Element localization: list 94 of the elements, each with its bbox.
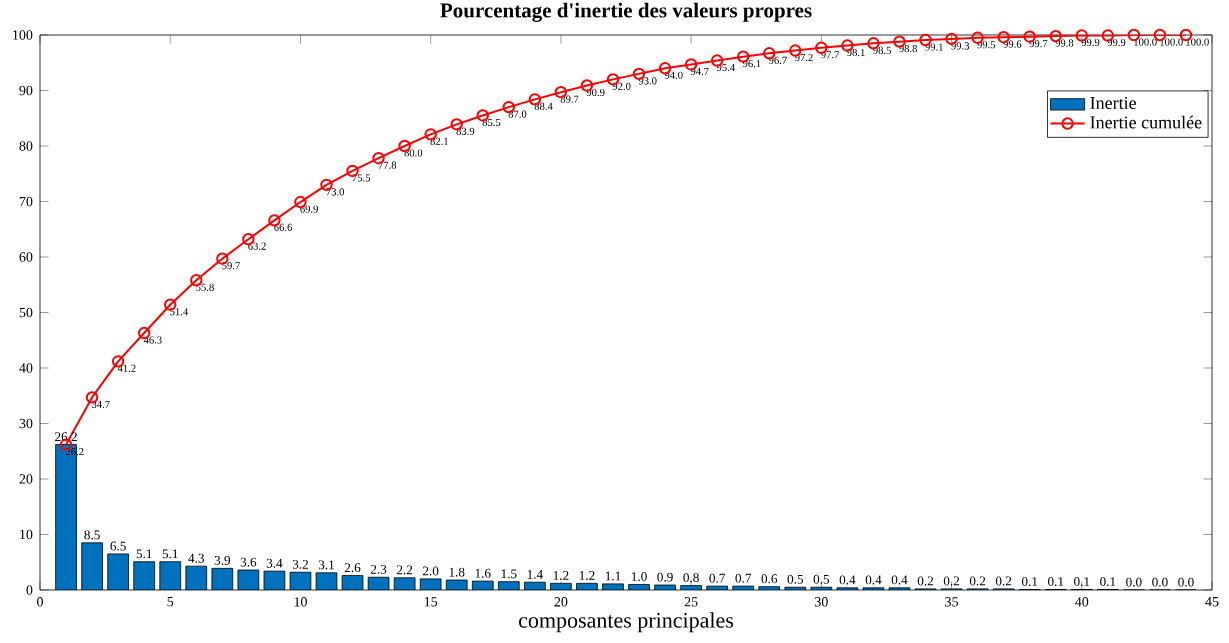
y-tick-label: 50 <box>19 307 33 318</box>
data-label: 75.5 <box>352 174 371 182</box>
data-label: 0.1 <box>1100 577 1116 587</box>
x-tick-label: 20 <box>554 597 568 607</box>
chart-title: Pourcentage d'inertie des valeurs propres <box>440 2 812 22</box>
data-label: 2.6 <box>344 563 361 573</box>
y-tick-label: 40 <box>19 363 33 373</box>
data-label: 1.1 <box>605 571 621 581</box>
data-label: 3.9 <box>214 556 231 565</box>
y-tick-label: 30 <box>19 418 33 429</box>
data-label: 0.6 <box>761 574 778 584</box>
x-tick-label: 10 <box>294 597 307 607</box>
data-label: 34.7 <box>92 400 110 408</box>
data-label: 0.2 <box>943 576 960 586</box>
data-label: 99.9 <box>1081 38 1100 47</box>
data-label: 1.8 <box>449 567 465 577</box>
data-label: 97.7 <box>821 51 839 59</box>
legend-label: Inertie cumulée <box>1090 115 1202 129</box>
data-label: 6.5 <box>110 541 126 551</box>
data-label: 99.8 <box>1055 39 1074 47</box>
data-label: 87.0 <box>508 110 527 118</box>
data-label: 0.4 <box>839 575 856 585</box>
x-tick-label: 15 <box>424 597 438 607</box>
data-label: 0.9 <box>657 572 673 582</box>
data-label: 99.5 <box>977 41 996 49</box>
data-label: 3.4 <box>266 558 283 568</box>
data-label: 3.1 <box>318 560 334 570</box>
data-label: 89.7 <box>560 95 579 103</box>
data-label: 100.0 <box>1160 38 1183 46</box>
data-label: 77.8 <box>378 161 397 169</box>
x-tick-label: 25 <box>684 597 698 607</box>
y-tick-label: 70 <box>19 196 33 207</box>
y-tick-label: 100 <box>13 30 33 40</box>
data-label: 0.1 <box>1021 577 1038 587</box>
data-label: 3.6 <box>240 557 257 567</box>
data-label: 41.2 <box>117 364 136 372</box>
data-label: 69.9 <box>300 205 318 213</box>
x-tick-label: 35 <box>945 597 959 607</box>
data-label: 0.5 <box>813 574 830 584</box>
data-label: 1.6 <box>475 568 491 578</box>
data-label: 0.2 <box>969 576 986 586</box>
data-label: 1.2 <box>579 571 595 580</box>
data-label: 0.7 <box>735 573 752 583</box>
data-label: 0.8 <box>683 573 699 583</box>
data-label: 0.4 <box>891 575 908 585</box>
data-label: 0.0 <box>1178 577 1194 587</box>
x-tick-label: 5 <box>167 597 174 607</box>
data-label: 90.9 <box>586 88 605 97</box>
data-label: 0.1 <box>1074 577 1090 587</box>
data-label: 80.0 <box>404 149 423 157</box>
legend-label: Inertie <box>1090 96 1137 109</box>
data-label: 51.4 <box>170 308 189 316</box>
x-tick-label: 45 <box>1205 597 1219 607</box>
data-label: 93.0 <box>638 77 657 85</box>
data-label: 63.2 <box>248 242 266 250</box>
data-label: 1.2 <box>553 571 569 580</box>
x-tick-label: 30 <box>815 597 828 607</box>
data-label: 0.2 <box>917 576 934 586</box>
y-tick-label: 0 <box>26 585 33 595</box>
data-label: 2.3 <box>370 564 387 574</box>
x-tick-label: 0 <box>37 597 43 607</box>
data-label: 3.2 <box>292 559 308 569</box>
data-label: 4.3 <box>188 553 205 563</box>
data-label: 96.1 <box>742 60 761 68</box>
data-label: 0.0 <box>1152 577 1168 587</box>
data-label: 2.2 <box>396 565 413 575</box>
data-label: 1.4 <box>527 569 543 579</box>
data-label: 0.2 <box>995 576 1012 586</box>
data-label: 46.3 <box>143 336 162 344</box>
y-tick-label: 80 <box>19 141 33 151</box>
data-label: 0.5 <box>787 574 804 584</box>
data-label: 1.0 <box>631 572 647 582</box>
x-tick-label: 40 <box>1075 597 1089 607</box>
data-label: 1.5 <box>501 569 517 579</box>
data-label: 0.7 <box>709 573 726 583</box>
data-label: 98.8 <box>899 45 918 53</box>
data-label: 100.0 <box>1134 38 1157 46</box>
data-label: 8.5 <box>84 530 100 540</box>
data-label: 2.0 <box>423 566 439 576</box>
data-label: 59.7 <box>222 262 240 270</box>
data-label: 0.4 <box>865 575 882 585</box>
data-label: 0.0 <box>1126 577 1142 587</box>
x-axis-title: composantes principales <box>519 612 734 633</box>
data-label: 5.1 <box>136 549 152 559</box>
data-label: 99.9 <box>1107 38 1126 47</box>
y-tick-label: 60 <box>19 252 33 262</box>
data-label: 95.4 <box>716 63 735 72</box>
data-label: 66.6 <box>274 223 293 231</box>
data-label: 5.1 <box>162 549 178 559</box>
y-tick-label: 20 <box>19 474 33 484</box>
y-tick-label: 90 <box>19 85 33 96</box>
data-label: 0.1 <box>1048 577 1064 587</box>
y-tick-label: 10 <box>20 529 33 540</box>
data-label: 99.7 <box>1029 40 1048 48</box>
